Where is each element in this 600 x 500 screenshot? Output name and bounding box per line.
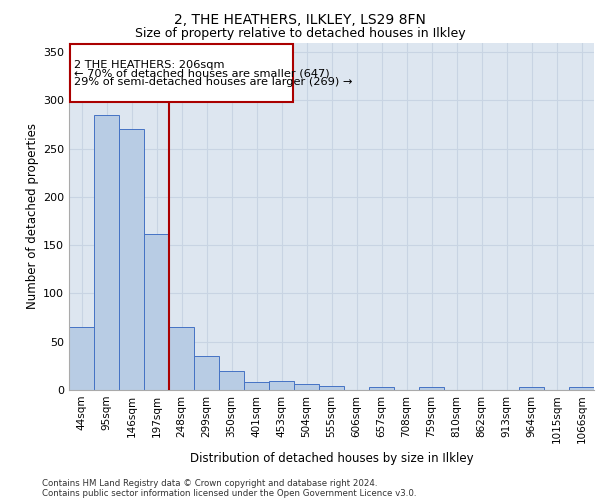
Bar xyxy=(294,384,319,390)
Bar xyxy=(244,382,269,390)
Text: 2 THE HEATHERS: 206sqm: 2 THE HEATHERS: 206sqm xyxy=(74,60,224,70)
Text: 29% of semi-detached houses are larger (269) →: 29% of semi-detached houses are larger (… xyxy=(74,77,352,87)
X-axis label: Distribution of detached houses by size in Ilkley: Distribution of detached houses by size … xyxy=(190,452,473,465)
Bar xyxy=(369,387,394,390)
Text: ← 70% of detached houses are smaller (647): ← 70% of detached houses are smaller (64… xyxy=(74,68,329,78)
FancyBboxPatch shape xyxy=(70,44,293,102)
Bar xyxy=(69,328,94,390)
Bar xyxy=(319,386,344,390)
Bar xyxy=(219,370,244,390)
Bar xyxy=(519,387,544,390)
Text: Contains public sector information licensed under the Open Government Licence v3: Contains public sector information licen… xyxy=(42,488,416,498)
Bar xyxy=(144,234,169,390)
Bar xyxy=(194,356,219,390)
Text: 2, THE HEATHERS, ILKLEY, LS29 8FN: 2, THE HEATHERS, ILKLEY, LS29 8FN xyxy=(174,12,426,26)
Text: Contains HM Land Registry data © Crown copyright and database right 2024.: Contains HM Land Registry data © Crown c… xyxy=(42,478,377,488)
Bar xyxy=(94,115,119,390)
Bar xyxy=(269,382,294,390)
Bar xyxy=(169,328,194,390)
Bar xyxy=(119,130,144,390)
Y-axis label: Number of detached properties: Number of detached properties xyxy=(26,123,39,309)
Bar xyxy=(569,387,594,390)
Bar xyxy=(419,387,444,390)
Text: Size of property relative to detached houses in Ilkley: Size of property relative to detached ho… xyxy=(134,28,466,40)
